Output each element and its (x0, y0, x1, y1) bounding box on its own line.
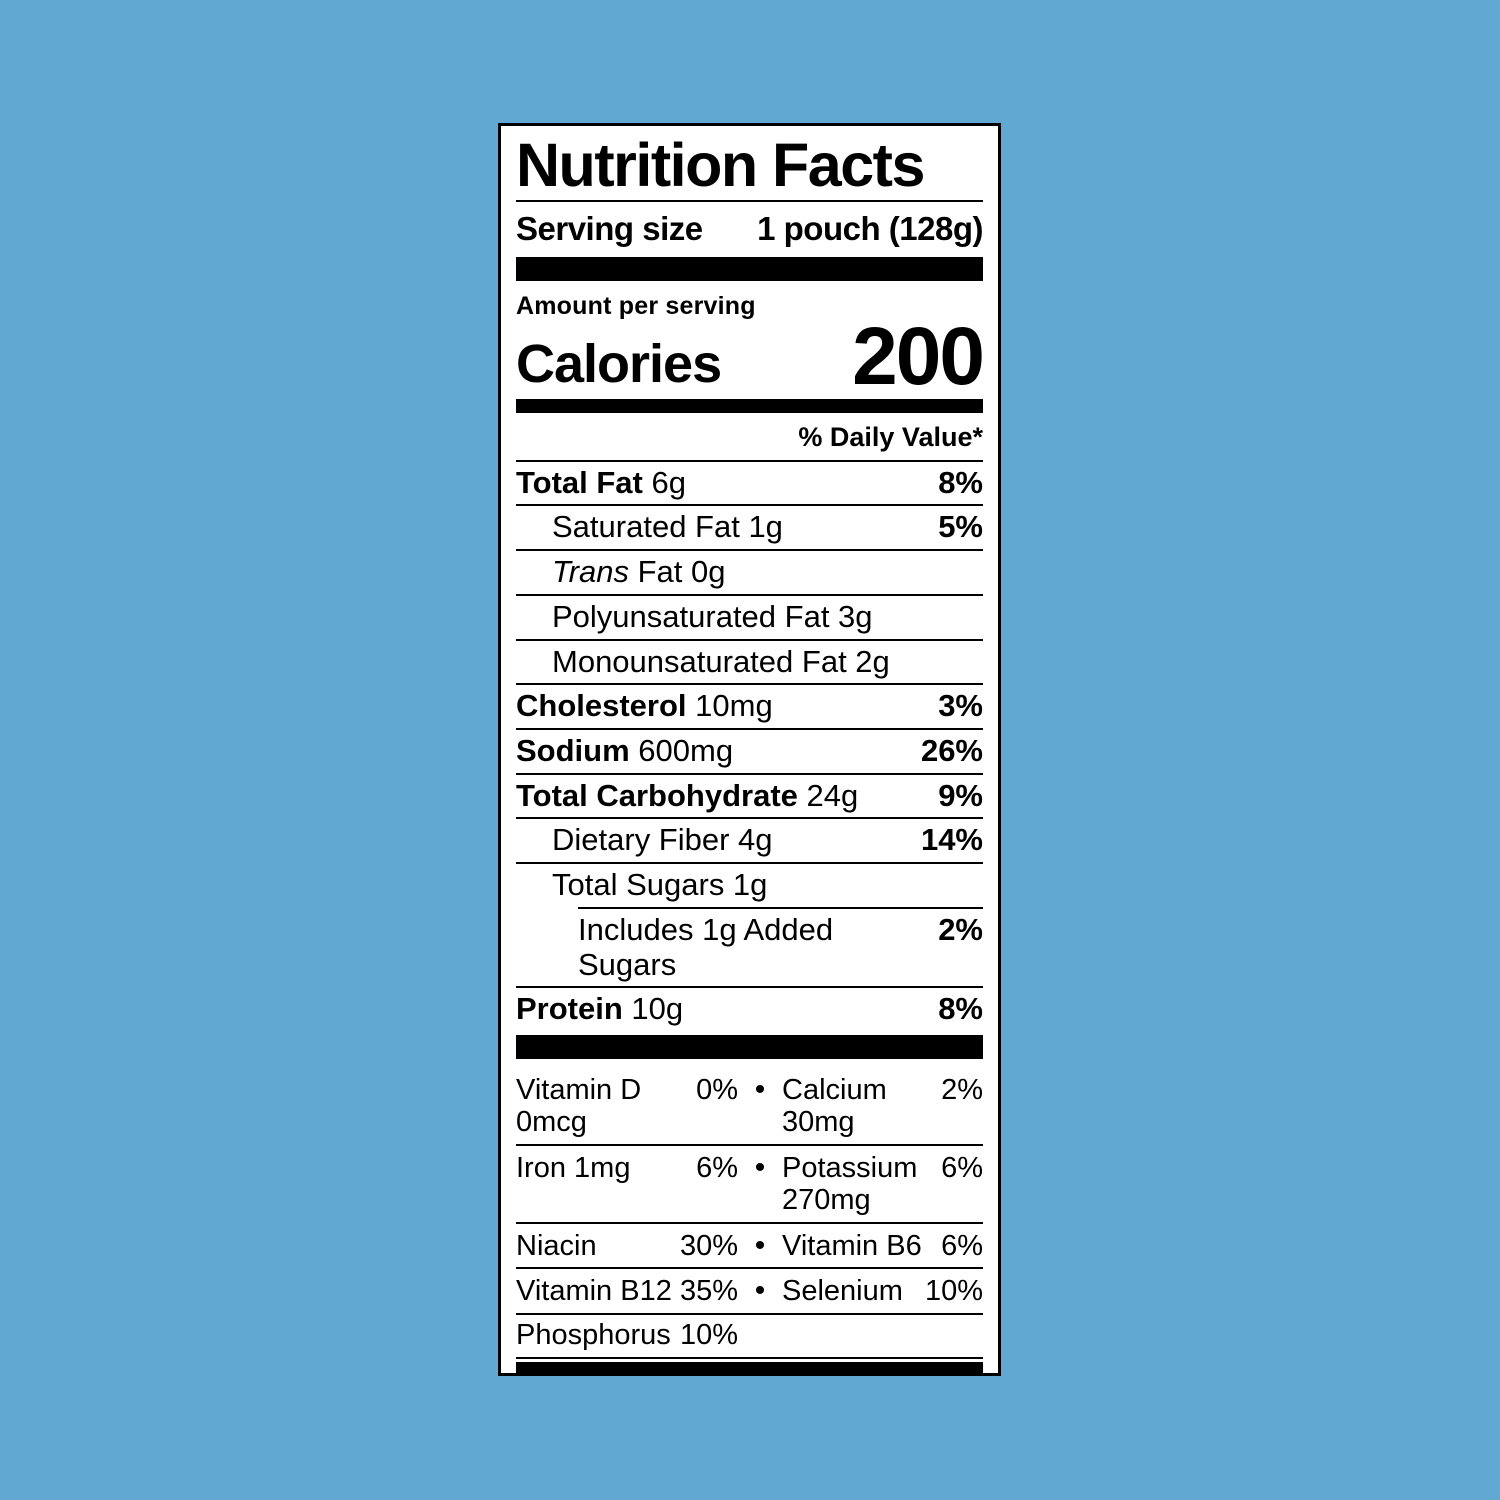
nutrient-name: Monounsaturated Fat 2g (552, 643, 890, 679)
nutrient-row-cholesterol: Cholesterol 10mg 3% (516, 685, 983, 730)
nutrient-row-monounsaturated-fat: Monounsaturated Fat 2g (516, 641, 983, 686)
nutrient-name: Includes 1g Added Sugars (578, 911, 834, 982)
bullet-separator-icon: • (754, 1274, 766, 1308)
nutrient-daily-value: 3% (938, 688, 983, 724)
thick-divider-bar (516, 1035, 983, 1060)
indented-divider (578, 906, 983, 909)
micronutrient-left: Niacin 30% (516, 1229, 738, 1262)
nutrient-daily-value: 5% (938, 509, 983, 545)
nutrient-name: Trans Fat 0g (552, 554, 726, 590)
nutrient-row-sodium: Sodium 600mg 26% (516, 730, 983, 775)
nutrient-daily-value: 8% (938, 464, 983, 500)
nutrient-row-protein: Protein 10g 8% (516, 988, 983, 1031)
nutrition-facts-label: Nutrition Facts Serving size 1 pouch (12… (498, 123, 1001, 1376)
nutrient-daily-value: 26% (920, 732, 983, 768)
micronutrient-left: Phosphorus 10% (516, 1319, 738, 1352)
nutrient-row-dietary-fiber: Dietary Fiber 4g 14% (516, 819, 983, 865)
micronutrient-right: Vitamin B6 6% (782, 1229, 983, 1262)
micronutrient-row-3: Niacin 30% • Vitamin B6 6% (516, 1224, 983, 1270)
nutrient-row-saturated-fat: Saturated Fat 1g 5% (516, 506, 983, 552)
label-title: Nutrition Facts (516, 133, 983, 203)
nutrient-row-total-carbohydrate: Total Carbohydrate 24g 9% (516, 775, 983, 820)
bullet-separator-icon: • (754, 1073, 766, 1107)
nutrient-name: Saturated Fat 1g (552, 509, 783, 545)
micronutrient-right: Calcium 30mg 2% (782, 1074, 983, 1138)
micronutrient-row-1: Vitamin D 0mcg 0% • Calcium 30mg 2% (516, 1068, 983, 1146)
nutrient-row-total-sugars: Total Sugars 1g (516, 864, 983, 907)
calories-row: Calories 200 (516, 311, 985, 403)
nutrient-daily-value: 14% (920, 822, 983, 858)
bullet-separator-icon: • (754, 1228, 766, 1262)
nutrient-name: Polyunsaturated Fat 3g (552, 598, 873, 634)
nutrient-name: Total Carbohydrate 24g (516, 777, 859, 813)
nutrient-name: Total Fat 6g (516, 464, 686, 500)
medium-divider-bar (516, 398, 983, 413)
micronutrient-left: Vitamin D 0mcg 0% (516, 1074, 738, 1138)
micronutrient-left: Vitamin B12 35% (516, 1275, 738, 1308)
nutrient-daily-value: 2% (938, 911, 983, 947)
nutrient-row-polyunsaturated-fat: Polyunsaturated Fat 3g (516, 596, 983, 641)
nutrient-daily-value: 9% (938, 777, 983, 813)
nutrient-name: Cholesterol 10mg (516, 688, 773, 724)
nutrient-name: Sodium 600mg (516, 732, 734, 768)
nutrient-row-added-sugars: Includes 1g Added Sugars 2% (516, 909, 983, 989)
nutrient-name: Total Sugars 1g (552, 867, 768, 903)
nutrient-daily-value: 8% (938, 991, 983, 1027)
bullet-separator-icon: • (754, 1150, 766, 1184)
thick-divider-bar (516, 257, 983, 282)
micronutrient-row-2: Iron 1mg 6% • Potassium 270mg 6% (516, 1146, 983, 1224)
micronutrient-left: Iron 1mg 6% (516, 1151, 738, 1184)
daily-value-header: % Daily Value* (516, 413, 983, 462)
calories-label: Calories (516, 333, 722, 394)
micronutrient-right: Potassium 270mg 6% (782, 1151, 983, 1216)
serving-size-value: 1 pouch (128g) (757, 210, 983, 248)
micronutrient-right: Selenium 10% (782, 1275, 983, 1308)
micronutrient-row-4: Vitamin B12 35% • Selenium 10% (516, 1269, 983, 1316)
nutrient-name: Protein 10g (516, 991, 684, 1027)
nutrient-row-total-fat: Total Fat 6g 8% (516, 462, 983, 507)
nutrient-row-trans-fat: Trans Fat 0g (516, 551, 983, 596)
serving-size-row: Serving size 1 pouch (128g) (516, 202, 983, 257)
amount-per-serving-label: Amount per serving (516, 292, 756, 321)
nutrient-name: Dietary Fiber 4g (552, 822, 773, 858)
calories-value: 200 (852, 311, 985, 403)
medium-divider-bar (516, 1362, 983, 1373)
micronutrient-row-5: Phosphorus 10% (516, 1315, 983, 1360)
serving-size-label: Serving size (516, 210, 703, 248)
